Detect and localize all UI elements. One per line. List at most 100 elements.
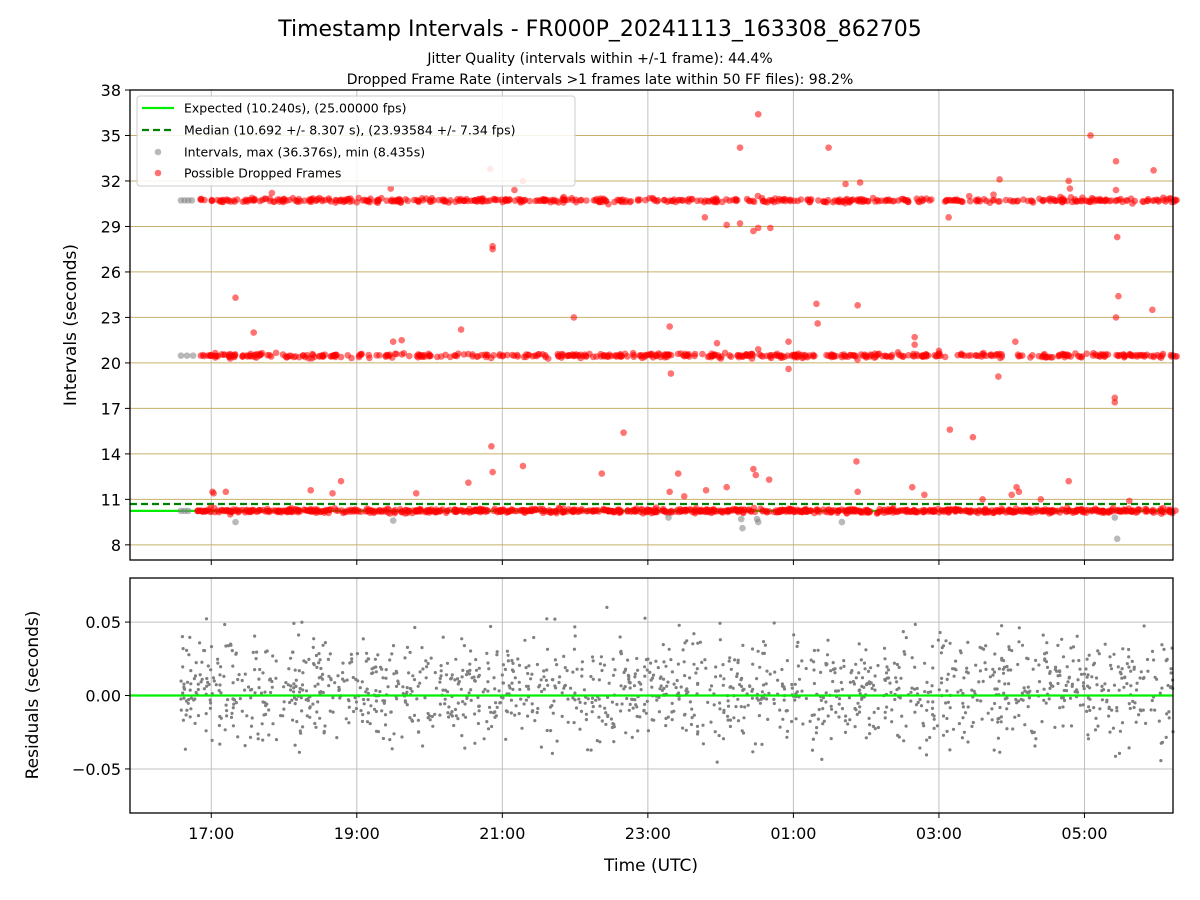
residual-point xyxy=(376,653,380,657)
residual-point xyxy=(812,668,816,672)
residual-point xyxy=(729,685,733,689)
residual-point xyxy=(431,724,435,728)
residual-point xyxy=(1165,712,1169,716)
dropped-frame-point xyxy=(996,176,1003,183)
residual-point xyxy=(900,714,904,718)
residual-point xyxy=(542,687,546,691)
residual-point xyxy=(298,686,302,691)
residual-point xyxy=(566,697,570,701)
interval-point xyxy=(665,514,672,521)
residual-point xyxy=(400,735,404,739)
residual-point xyxy=(1086,673,1090,677)
residual-point xyxy=(1007,701,1011,706)
dropped-frame-point xyxy=(376,352,383,359)
dropped-frame-rate-subtitle: Dropped Frame Rate (intervals >1 frames … xyxy=(347,72,854,88)
residual-point xyxy=(932,726,936,731)
residual-point xyxy=(945,729,949,734)
residual-point xyxy=(250,687,254,692)
residual-point xyxy=(1011,727,1015,731)
residual-point xyxy=(948,641,952,645)
residual-point xyxy=(292,621,296,626)
residual-point xyxy=(698,640,703,644)
residual-point xyxy=(662,677,666,681)
dropped-frame-point xyxy=(445,199,453,206)
dropped-frame-point xyxy=(378,194,385,202)
residual-point xyxy=(1026,705,1030,709)
residual-point xyxy=(843,730,848,735)
dropped-frame-point xyxy=(577,196,585,204)
residual-point xyxy=(495,653,499,657)
residual-point xyxy=(1031,667,1035,671)
residual-point xyxy=(822,719,826,723)
residual-point xyxy=(873,674,877,678)
residual-point xyxy=(527,664,531,668)
residual-point xyxy=(426,711,430,716)
residual-point xyxy=(1003,682,1007,686)
residual-point xyxy=(509,698,513,702)
residual-point xyxy=(545,647,550,651)
residual-point xyxy=(562,654,566,659)
residual-point xyxy=(913,710,917,714)
residual-point xyxy=(780,682,785,686)
residual-point xyxy=(721,663,725,667)
dropped-frame-point xyxy=(913,195,921,202)
dropped-frame-point xyxy=(806,196,814,204)
residual-point xyxy=(670,710,674,714)
residual-point xyxy=(297,669,301,673)
residual-point xyxy=(1023,689,1027,693)
residual-point xyxy=(690,716,694,720)
residual-point xyxy=(758,665,762,669)
x-tick-label: 17:00 xyxy=(188,824,234,843)
dropped-frame-point xyxy=(385,352,393,360)
residual-point xyxy=(733,658,737,662)
residual-point xyxy=(1002,691,1006,695)
residual-point xyxy=(839,666,843,670)
residual-point xyxy=(378,690,382,694)
residual-point xyxy=(532,635,536,640)
residual-point xyxy=(403,699,407,703)
residual-point xyxy=(456,701,460,705)
residual-point xyxy=(741,731,746,735)
residual-point xyxy=(885,665,889,669)
dropped-frame-point xyxy=(311,353,318,361)
residual-point xyxy=(259,691,264,695)
residual-point xyxy=(643,616,647,620)
dropped-frame-point xyxy=(699,350,706,358)
dropped-frame-point xyxy=(1126,497,1133,505)
residual-point xyxy=(217,723,221,728)
residual-point xyxy=(695,667,699,671)
dropped-frame-point xyxy=(971,507,979,515)
dropped-frame-point xyxy=(1029,199,1037,206)
dropped-frame-point xyxy=(1096,353,1104,360)
residual-point xyxy=(1048,686,1052,691)
residual-point xyxy=(316,682,320,686)
residual-point xyxy=(780,667,784,672)
residual-point xyxy=(494,701,498,705)
residual-point xyxy=(1113,754,1118,758)
residual-point xyxy=(360,719,365,724)
residual-point xyxy=(1134,688,1139,692)
dropped-frame-point xyxy=(1112,197,1119,205)
residual-point xyxy=(580,674,584,678)
residual-point xyxy=(527,687,531,691)
residual-point xyxy=(231,706,235,710)
residual-point xyxy=(389,710,393,714)
residual-point xyxy=(185,648,189,653)
residual-point xyxy=(718,621,722,625)
residual-point xyxy=(396,679,400,683)
residual-point xyxy=(646,657,650,661)
residual-point xyxy=(844,714,848,718)
residual-point xyxy=(998,750,1002,754)
residual-point xyxy=(637,680,641,684)
residual-point xyxy=(490,724,494,729)
residual-point xyxy=(256,732,260,736)
residual-point xyxy=(628,681,632,685)
residual-point xyxy=(890,720,894,724)
residual-point xyxy=(217,689,221,693)
residual-point xyxy=(735,674,739,679)
residual-point xyxy=(1115,706,1119,710)
residual-point xyxy=(181,718,185,722)
dropped-frame-point xyxy=(398,351,406,358)
residual-point xyxy=(1115,709,1119,713)
dropped-frame-point xyxy=(397,199,405,206)
